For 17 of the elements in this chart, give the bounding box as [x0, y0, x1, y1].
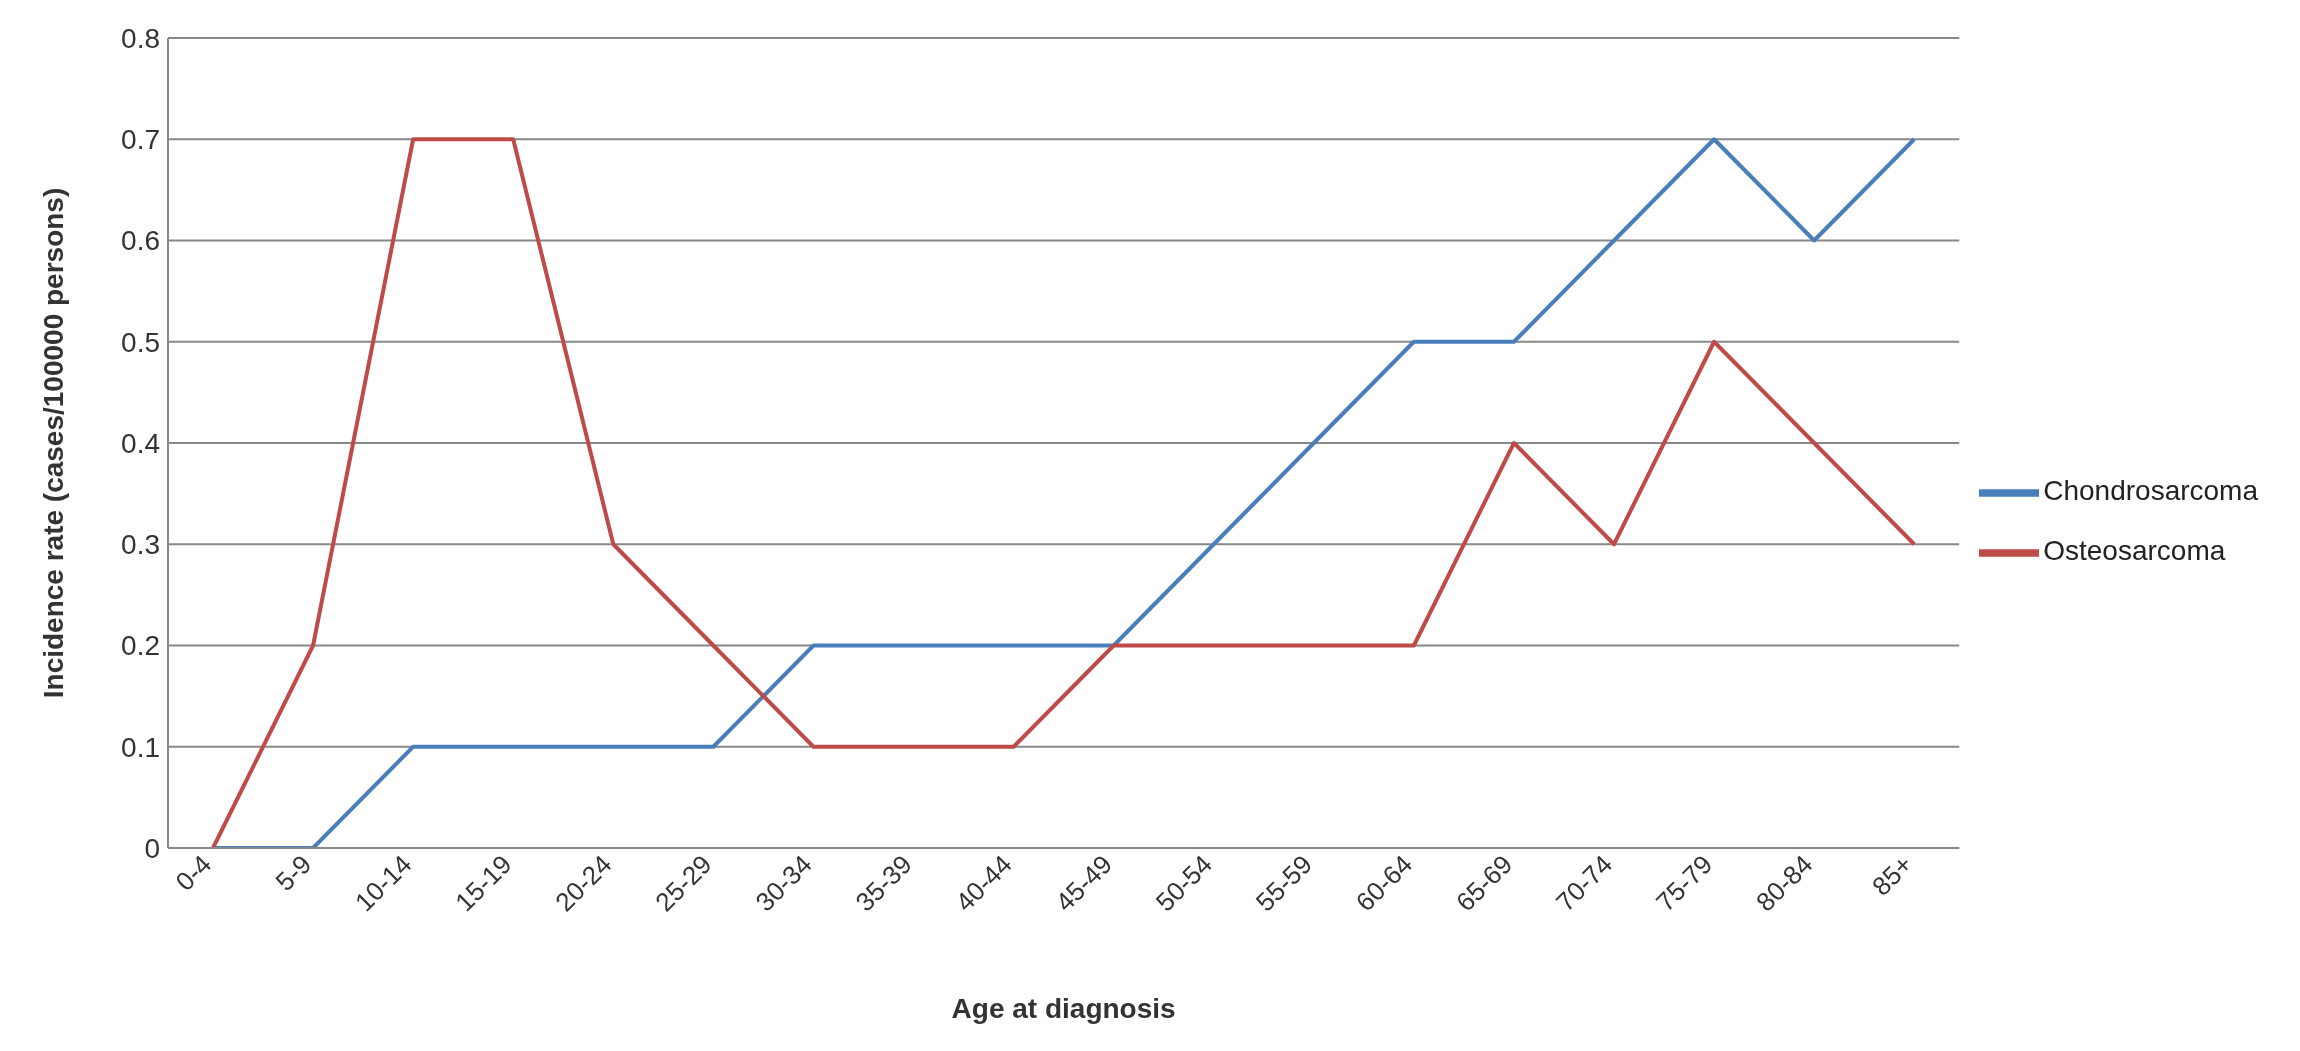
- x-tick-label: 85+: [1866, 849, 1919, 902]
- y-tick-label: 0.1: [121, 731, 160, 763]
- legend-label: Chondrosarcoma: [2043, 475, 2258, 507]
- legend-label: Osteosarcoma: [2043, 535, 2226, 567]
- x-tick-label: 5-9: [269, 849, 318, 897]
- y-tick-label: 0.6: [121, 225, 160, 257]
- line-series: [211, 137, 1917, 848]
- x-tick-label: 0-4: [169, 849, 218, 897]
- y-tick-label: 0.5: [121, 326, 160, 358]
- y-tick-label: 0.8: [121, 22, 160, 54]
- y-tick-label: 0: [144, 832, 160, 864]
- y-tick-label: 0.3: [121, 529, 160, 561]
- y-tick-label: 0.7: [121, 124, 160, 156]
- y-tick-label: 0.4: [121, 427, 160, 459]
- y-axis-title: Incidence rate (cases/100000 persons): [37, 187, 69, 699]
- x-axis-title: Age at diagnosis: [951, 993, 1176, 1024]
- y-tick-label: 0.2: [121, 630, 160, 662]
